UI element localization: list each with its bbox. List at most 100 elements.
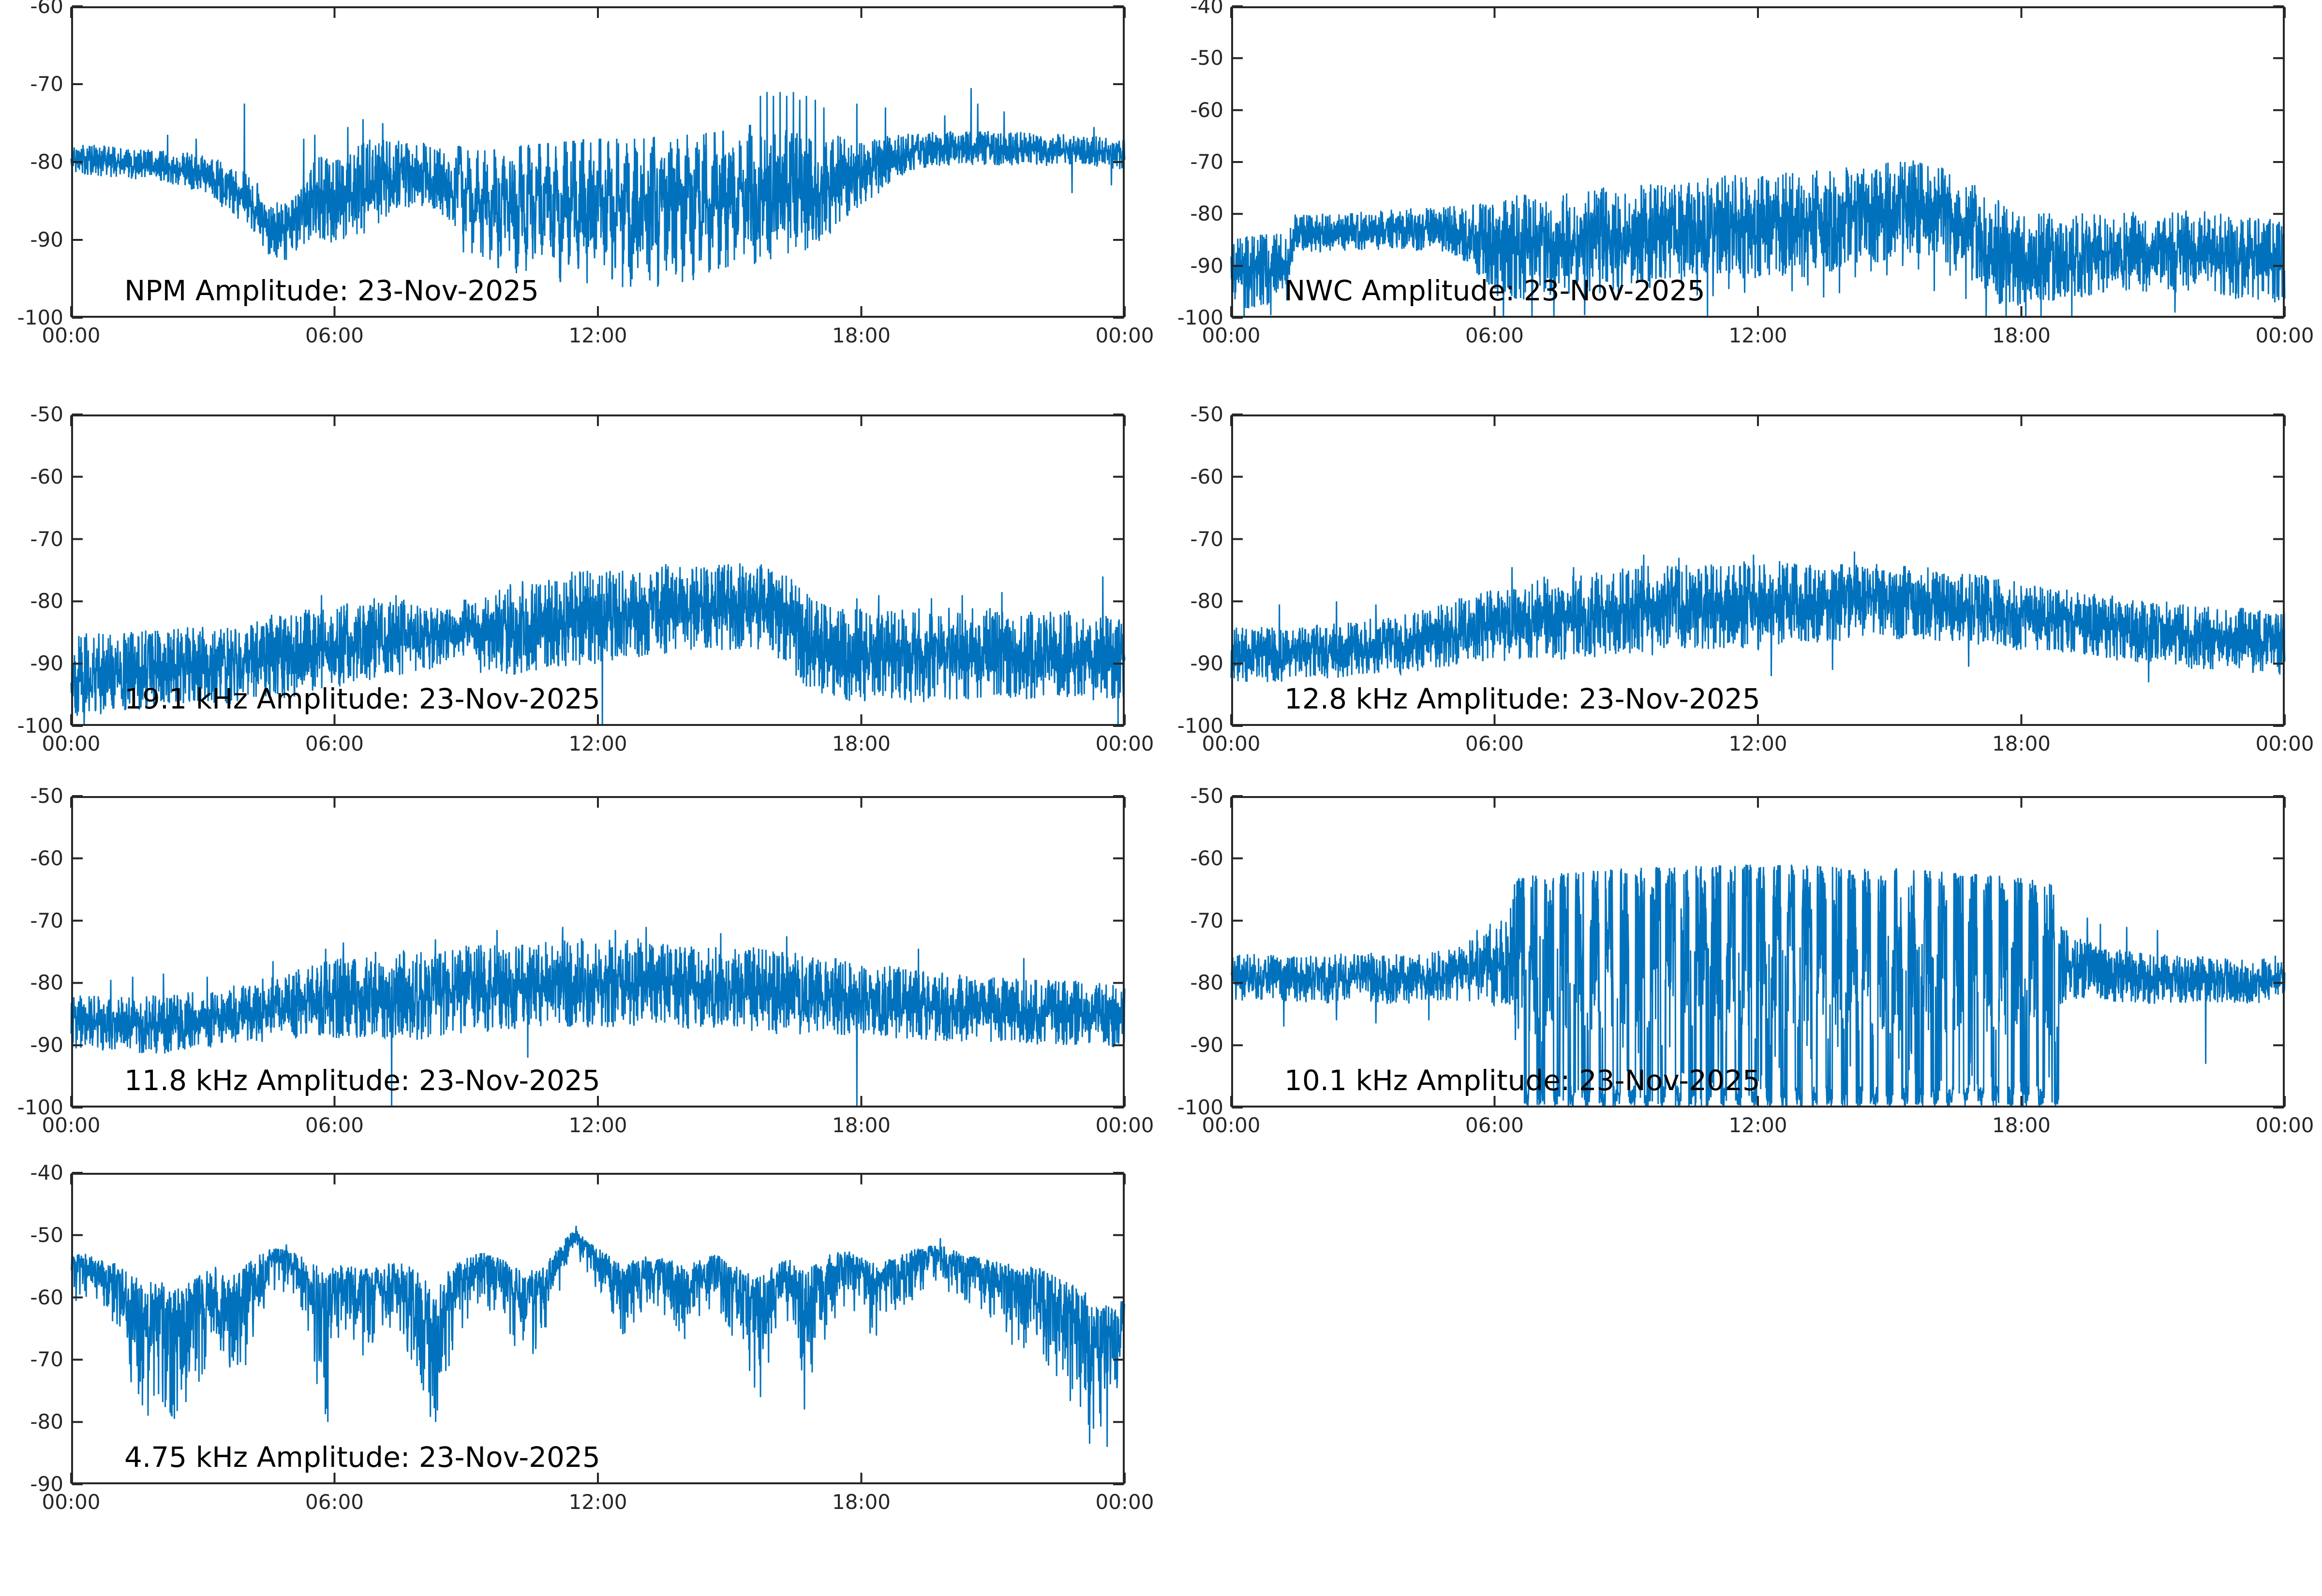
x-tick-label: 12:00 [1728, 324, 1787, 347]
tick-marks [70, 5, 1126, 319]
y-axis-labels: -100 -90 -80 -70 -60 -50 -40 [1134, 0, 1231, 329]
x-tick-label: 12:00 [568, 1490, 627, 1514]
y-tick-label: -60 [1190, 846, 1223, 870]
x-axis-labels: 00:00 06:00 12:00 18:00 00:00 [42, 726, 1154, 760]
x-tick-label: 06:00 [1465, 324, 1524, 347]
y-axis-labels: -100 -90 -80 -70 -60 -50 [1134, 785, 1231, 1119]
12-8-khz-signal-line [1230, 551, 2286, 682]
y-tick-label: -50 [30, 784, 63, 808]
y-tick-label: -70 [30, 1347, 63, 1372]
y-tick-label: -80 [1190, 202, 1223, 226]
tick-marks [70, 1172, 1126, 1485]
x-tick-label: 00:00 [1095, 1113, 1154, 1137]
x-tick-label: 18:00 [832, 1490, 891, 1514]
y-tick-label: -90 [1190, 1033, 1223, 1057]
y-tick-label: -60 [30, 1285, 63, 1309]
x-tick-label: 12:00 [568, 732, 627, 755]
y-tick-label: -90 [1190, 253, 1223, 278]
subplot-12-8-khz-amplitude: -100 -90 -80 -70 -60 -50 00:00 06:00 12:00 18:00… [1177, 403, 2314, 756]
x-tick-label: 12:00 [568, 1113, 627, 1137]
x-tick-label: 00:00 [1202, 324, 1261, 347]
plot-title: 10.1 kHz Amplitude: 23-Nov-2025 [1284, 1064, 1760, 1097]
x-tick-label: 00:00 [2255, 324, 2314, 347]
y-tick-label: -100 [17, 306, 63, 329]
subplot-19-1-khz-amplitude: -100 -90 -80 -70 -60 -50 00:00 06:00 12:00 18:00… [17, 403, 1154, 756]
x-tick-label: 00:00 [42, 1490, 101, 1514]
11-8-khz-signal-line [70, 927, 1126, 1108]
y-tick-label: -90 [30, 228, 63, 251]
x-axis-labels: 00:00 06:00 12:00 18:00 00:00 [42, 318, 1154, 352]
4-75-khz-signal-plot [70, 1172, 1126, 1485]
x-tick-label: 18:00 [832, 732, 891, 755]
y-tick-label: -90 [30, 1033, 63, 1057]
y-tick-label: -80 [30, 150, 63, 174]
npm-signal-line [70, 88, 1126, 287]
x-tick-label: 06:00 [1465, 732, 1524, 755]
subplot-11-8-khz-amplitude: -100 -90 -80 -70 -60 -50 00:00 06:00 12:00 18:00… [17, 785, 1154, 1138]
subplot-npm-amplitude: -100 -90 -80 -70 -60 00:00 06:00 12:00 18:00 00:… [17, 0, 1154, 347]
x-tick-label: 00:00 [1095, 324, 1154, 347]
y-tick-label: -80 [1190, 971, 1223, 995]
y-axis-labels: -90 -80 -70 -60 -50 -40 [0, 1162, 71, 1495]
y-tick-label: -50 [30, 1223, 63, 1247]
subplot-10-1-khz-amplitude: -100 -90 -80 -70 -60 -50 00:00 06:00 12:00 18:00… [1177, 785, 2314, 1138]
x-tick-label: 00:00 [2255, 1113, 2314, 1137]
axes-box [71, 796, 1125, 1108]
y-tick-label: -60 [30, 846, 63, 870]
x-tick-label: 00:00 [2255, 732, 2314, 755]
y-axis-labels: -100 -90 -80 -70 -60 -50 [0, 785, 71, 1119]
x-axis-labels: 00:00 06:00 12:00 18:00 00:00 [1202, 1108, 2314, 1141]
y-tick-label: -60 [30, 0, 63, 18]
y-tick-label: -50 [1190, 402, 1223, 426]
4-75-khz-signal-line [70, 1226, 1126, 1447]
y-tick-label: -70 [30, 908, 63, 932]
y-tick-label: -50 [1190, 46, 1223, 70]
y-tick-label: -70 [1190, 527, 1223, 551]
subplot-nwc-amplitude: -100 -90 -80 -70 -60 -50 -40 00:00 06:00 12:00 18… [1177, 0, 2314, 347]
11-8-khz-signal-plot [70, 795, 1126, 1108]
x-tick-label: 00:00 [1095, 1490, 1154, 1514]
plot-title: 11.8 kHz Amplitude: 23-Nov-2025 [124, 1064, 600, 1097]
y-tick-label: -80 [30, 971, 63, 995]
tick-marks [1230, 5, 2286, 319]
12-8-khz-signal-plot [1230, 414, 2286, 727]
x-tick-label: 12:00 [1728, 732, 1787, 755]
y-tick-label: -60 [1190, 464, 1223, 488]
x-tick-label: 00:00 [42, 732, 101, 755]
y-tick-label: -100 [1177, 1095, 1223, 1119]
x-axis-labels: 00:00 06:00 12:00 18:00 00:00 [42, 1108, 1154, 1141]
x-tick-label: 00:00 [42, 1113, 101, 1137]
y-tick-label: -40 [1190, 0, 1223, 18]
19-1-khz-signal-line [70, 563, 1126, 726]
y-tick-label: -100 [17, 1095, 63, 1119]
plot-title: 19.1 kHz Amplitude: 23-Nov-2025 [124, 682, 600, 715]
19-1-khz-signal-plot [70, 414, 1126, 727]
y-tick-label: -100 [1177, 714, 1223, 738]
y-tick-label: -90 [30, 651, 63, 676]
tick-marks [1230, 795, 2286, 1108]
x-tick-label: 12:00 [1728, 1113, 1787, 1137]
plot-title: 12.8 kHz Amplitude: 23-Nov-2025 [1284, 682, 1760, 715]
x-tick-label: 06:00 [305, 1113, 364, 1137]
npm-signal-plot [70, 5, 1126, 319]
y-tick-label: -100 [1177, 306, 1223, 329]
tick-marks [70, 795, 1126, 1108]
y-tick-label: -80 [1190, 589, 1223, 613]
10-1-khz-signal-plot [1230, 795, 2286, 1108]
y-tick-label: -70 [1190, 150, 1223, 174]
x-tick-label: 06:00 [305, 732, 364, 755]
tick-marks [1230, 414, 2286, 727]
x-tick-label: 00:00 [1095, 732, 1154, 755]
plot-title: 4.75 kHz Amplitude: 23-Nov-2025 [124, 1441, 600, 1474]
y-tick-label: -80 [30, 1410, 63, 1434]
x-tick-label: 18:00 [1992, 732, 2051, 755]
nwc-signal-plot [1230, 5, 2286, 319]
y-axis-labels: -100 -90 -80 -70 -60 -50 [1134, 403, 1231, 737]
y-tick-label: -50 [1190, 784, 1223, 808]
y-tick-label: -60 [1190, 98, 1223, 122]
y-axis-labels: -100 -90 -80 -70 -60 [0, 0, 71, 329]
x-tick-label: 00:00 [1202, 732, 1261, 755]
x-tick-label: 06:00 [305, 1490, 364, 1514]
axes-box [1231, 414, 2285, 726]
x-tick-label: 12:00 [568, 324, 627, 347]
